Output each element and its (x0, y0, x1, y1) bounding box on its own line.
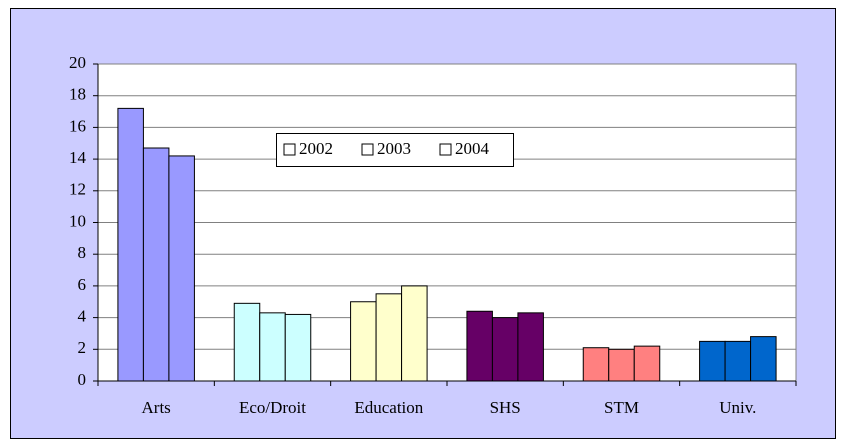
legend-swatch (361, 143, 374, 156)
legend-swatch (439, 143, 452, 156)
x-tick-label: Education (354, 398, 423, 417)
bar (491, 317, 519, 382)
bar (142, 147, 170, 382)
y-tick-label: 14 (69, 148, 87, 167)
bar (608, 348, 635, 382)
x-tick-label: Arts (142, 398, 171, 417)
bar (724, 340, 752, 382)
bar (466, 310, 493, 382)
x-tick-label: Univ. (719, 398, 756, 417)
bar (750, 336, 777, 382)
legend-label: 2004 (455, 139, 490, 158)
x-tick-label: Eco/Droit (239, 398, 306, 417)
y-tick-label: 10 (69, 211, 86, 230)
y-tick-label: 20 (69, 53, 86, 72)
bar (168, 155, 195, 382)
bar (284, 313, 312, 382)
y-tick-label: 16 (69, 116, 86, 135)
y-tick-label: 12 (69, 180, 86, 199)
x-tick-label: SHS (490, 398, 521, 417)
y-tick-label: 4 (78, 307, 87, 326)
bar (517, 312, 544, 382)
bar (633, 345, 661, 382)
bar (117, 107, 144, 382)
bar (401, 285, 428, 382)
legend (276, 133, 514, 167)
y-tick-label: 0 (78, 370, 87, 389)
x-tick-label: STM (604, 398, 639, 417)
y-tick-label: 2 (78, 338, 87, 357)
bar (375, 293, 403, 382)
bar (582, 347, 610, 382)
bar (233, 302, 261, 382)
legend-label: 2003 (377, 139, 411, 158)
legend-swatch (283, 143, 296, 156)
legend-label: 2002 (299, 139, 333, 158)
y-tick-label: 18 (69, 85, 86, 104)
bar (350, 301, 377, 382)
y-tick-label: 6 (78, 275, 87, 294)
y-tick-label: 8 (78, 243, 87, 262)
bar (259, 312, 286, 382)
bar (699, 340, 726, 382)
